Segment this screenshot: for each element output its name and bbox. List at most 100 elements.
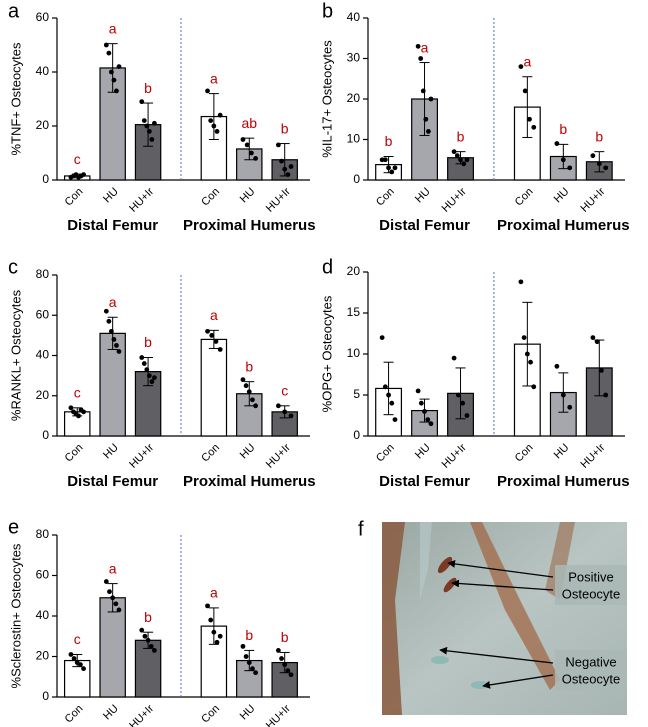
x-tick-label: HU [238, 442, 258, 462]
y-tick-label: 20 [347, 91, 361, 105]
significance-letter: a [210, 307, 218, 323]
data-point [389, 169, 395, 175]
panel-label: b [322, 0, 333, 22]
data-point [279, 158, 284, 164]
x-tick-label: HU+Ir [578, 185, 607, 214]
y-tick-label: 0 [42, 172, 49, 186]
y-tick-label: 20 [347, 264, 361, 278]
data-point [389, 400, 395, 406]
data-point [451, 149, 457, 155]
x-tick-label: HU [101, 703, 121, 723]
data-point [152, 375, 157, 381]
data-point [415, 388, 421, 394]
data-point [518, 64, 524, 69]
data-point [81, 172, 86, 178]
data-point [213, 339, 219, 344]
significance-letter: a [109, 20, 117, 36]
y-tick-label: 0 [353, 428, 360, 442]
data-point [531, 124, 537, 130]
x-tick-label: Con [63, 703, 86, 726]
significance-letter: ab [241, 115, 257, 131]
significance-letter: a [210, 70, 218, 86]
data-point [152, 648, 157, 653]
x-tick-label: HU+Ir [264, 702, 293, 727]
data-point [599, 368, 604, 373]
significance-letter: b [385, 133, 393, 149]
y-tick-label: 20 [36, 118, 50, 132]
x-tick-label: Con [199, 186, 222, 209]
data-point [382, 157, 388, 163]
y-tick-label: 15 [347, 305, 361, 319]
data-point [253, 403, 259, 409]
data-point [527, 116, 532, 122]
bar [200, 338, 228, 437]
group-label: Distal Femur [67, 473, 158, 490]
data-point [141, 361, 147, 366]
arrow [439, 646, 554, 664]
bar [271, 661, 298, 698]
data-point [392, 165, 398, 171]
data-point [531, 384, 537, 390]
data-point [454, 153, 460, 159]
data-point [106, 318, 112, 324]
error-bar [208, 329, 219, 349]
significance-letter: b [457, 128, 465, 144]
y-tick-label: 10 [347, 132, 361, 146]
x-tick-label: Con [63, 442, 86, 465]
data-point [103, 42, 109, 48]
data-point [205, 328, 210, 334]
x-tick-label: Con [199, 703, 222, 726]
data-point [279, 656, 284, 661]
data-point [243, 383, 249, 389]
y-tick-label: 0 [42, 428, 49, 442]
data-point [208, 118, 214, 123]
y-tick-label: 0 [353, 172, 360, 186]
data-point [208, 617, 214, 623]
data-point [214, 639, 220, 645]
panel-label: c [8, 256, 18, 278]
significance-letter: b [144, 609, 152, 625]
error-bar [143, 631, 154, 649]
data-point [528, 359, 533, 365]
significance-letter: b [281, 629, 289, 645]
stain-region [545, 522, 575, 600]
data-point [214, 129, 220, 134]
chart: b %IL-17+ Osteocytes 0 10 20 30 40 b Con a HU b HU+I… [319, 0, 629, 234]
data-point [392, 417, 398, 422]
bar [99, 597, 126, 698]
x-tick-label: HU [552, 442, 572, 462]
error-bar [383, 156, 394, 174]
error-bar [279, 405, 290, 419]
label-backdrop [555, 650, 627, 690]
data-point [71, 656, 77, 661]
error-bar [107, 316, 118, 350]
data-point [116, 607, 122, 613]
error-bar [594, 339, 605, 397]
data-point [217, 633, 223, 639]
significance-letter: b [245, 358, 253, 374]
x-tick-label: HU [413, 442, 433, 462]
y-axis-label: %OPG+ Osteocytes [319, 295, 334, 412]
x-tick-label: HU+Ir [440, 441, 469, 470]
error-bar [107, 43, 118, 93]
group-label: Distal Femur [379, 473, 470, 490]
data-point [244, 142, 250, 148]
data-point [149, 379, 155, 385]
chart: a %TNF+ Osteocytes 0 20 40 60 c Con a HU b HU+Ir a Co… [8, 0, 316, 234]
data-point [460, 400, 466, 406]
y-tick-label: 20 [36, 388, 50, 402]
label-backdrop [555, 565, 627, 605]
data-point [68, 652, 74, 657]
group-label: Distal Femur [67, 217, 158, 234]
error-bar [208, 607, 219, 645]
error-bar [522, 76, 533, 138]
data-point [275, 142, 281, 148]
group-label: Proximal Humerus [183, 217, 316, 234]
data-point [554, 141, 560, 146]
y-tick-label: 40 [36, 608, 50, 622]
significance-letter: b [245, 627, 253, 643]
x-tick-label: Con [199, 442, 222, 465]
y-axis-label: %Sclerostin+ Osteocytes [8, 543, 23, 688]
data-point [243, 654, 249, 659]
